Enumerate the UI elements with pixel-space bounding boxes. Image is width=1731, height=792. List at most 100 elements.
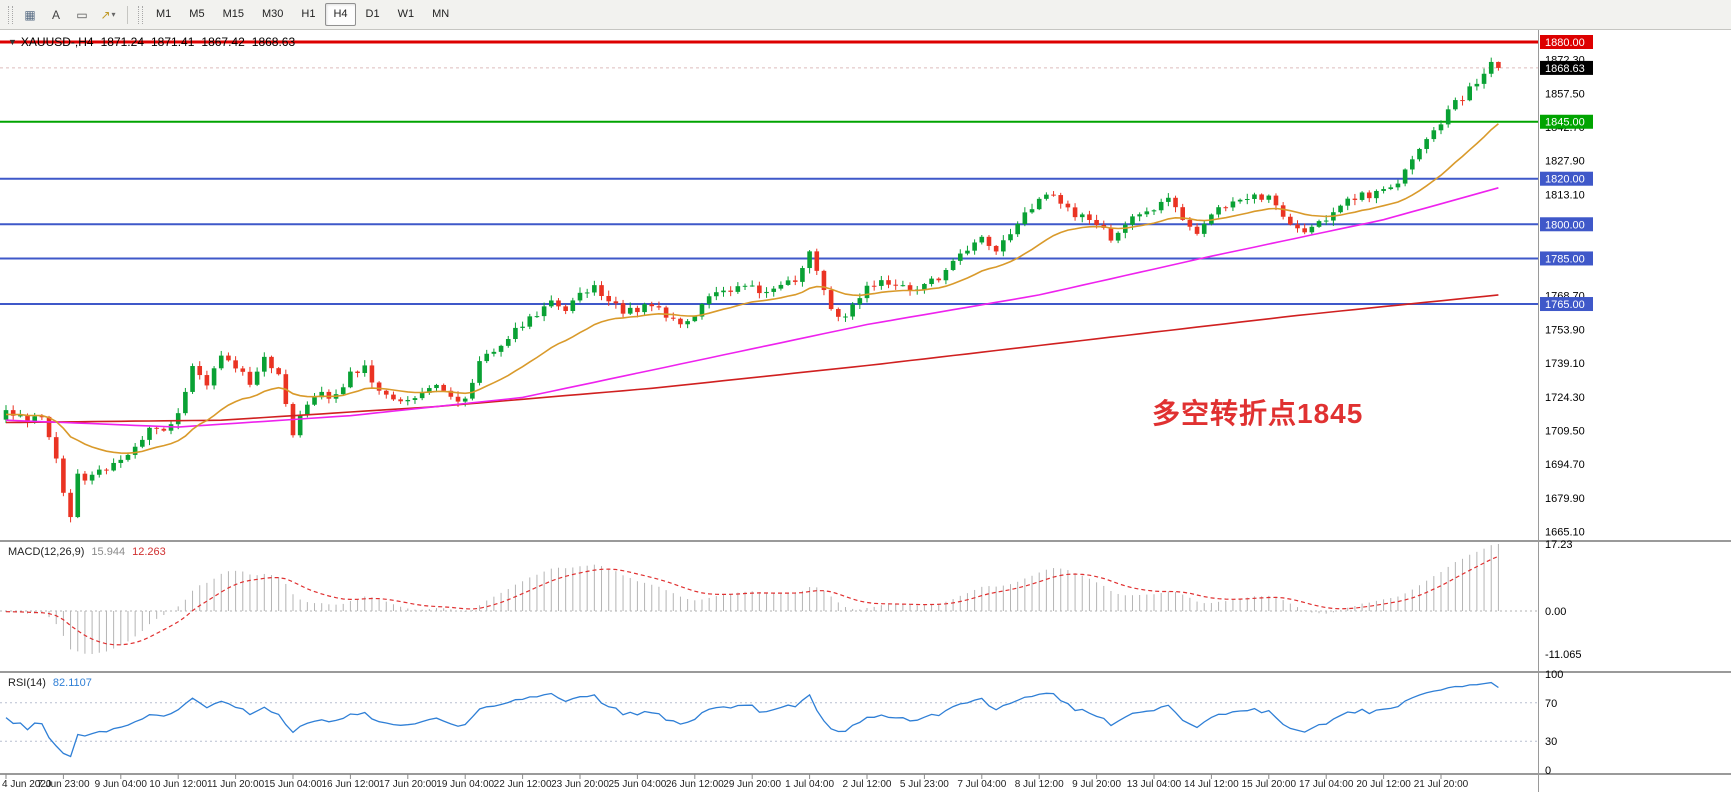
price-tick-label: 1813.10 bbox=[1545, 189, 1585, 201]
toolbar-grip-2[interactable] bbox=[138, 5, 143, 24]
level-badge-1765.00: 1765.00 bbox=[1540, 297, 1593, 312]
time-tick-label: 10 Jun 12:00 bbox=[149, 779, 207, 790]
chart-text-annotation[interactable]: 多空转折点1845 bbox=[1152, 398, 1364, 429]
rsi-value: 82.1107 bbox=[52, 677, 92, 689]
timeframe-button-d1[interactable]: D1 bbox=[365, 8, 380, 20]
indicators-arrow-icon[interactable]: ↗ ▾ bbox=[100, 7, 116, 22]
time-tick-label: 11 Jun 20:00 bbox=[207, 779, 265, 790]
time-tick-label: 21 Jul 20:00 bbox=[1414, 779, 1469, 790]
price-tick-label: 1694.70 bbox=[1545, 459, 1585, 471]
level-badge-1785.00: 1785.00 bbox=[1540, 251, 1593, 266]
ohlc-open: 1871.24 bbox=[100, 35, 144, 49]
symbol-period-label: XAUUSD-,H4 bbox=[20, 35, 94, 49]
rsi-axis[interactable]: 100 70 30 0 bbox=[1545, 669, 1563, 777]
price-tick-label: 1753.90 bbox=[1545, 324, 1585, 336]
svg-text:1880.00: 1880.00 bbox=[1545, 37, 1585, 49]
rsi-name: RSI(14) bbox=[8, 677, 46, 689]
price-tick-label: 1709.50 bbox=[1545, 425, 1585, 437]
time-tick-label: 25 Jun 04:00 bbox=[608, 779, 666, 790]
price-tick-label: 1724.30 bbox=[1545, 392, 1585, 404]
level-badge-1845.00: 1845.00 bbox=[1540, 114, 1593, 129]
level-badge-1800.00: 1800.00 bbox=[1540, 217, 1593, 232]
text-tool-icon[interactable]: A bbox=[51, 7, 60, 22]
svg-text:1845.00: 1845.00 bbox=[1545, 117, 1585, 129]
price-tick-label: 1679.90 bbox=[1545, 493, 1585, 505]
chart-window-icon[interactable]: ▦ bbox=[24, 7, 36, 22]
price-tick-label: 1739.10 bbox=[1545, 358, 1585, 370]
macd-scale-label: 17.23 bbox=[1545, 539, 1573, 551]
chart-shift-icon[interactable]: ▭ bbox=[76, 7, 88, 22]
timeframe-button-m15[interactable]: M15 bbox=[222, 8, 244, 20]
timeframe-button-h4[interactable]: H4 bbox=[325, 3, 356, 26]
time-tick-label: 1 Jul 04:00 bbox=[785, 779, 834, 790]
svg-text:1868.63: 1868.63 bbox=[1545, 63, 1585, 75]
price-tick-label: 1857.50 bbox=[1545, 88, 1585, 100]
time-tick-label: 15 Jul 20:00 bbox=[1242, 779, 1297, 790]
indicator-dropdown-caret-icon[interactable]: ▾ bbox=[111, 10, 116, 19]
time-tick-label: 7 Jul 04:00 bbox=[957, 779, 1006, 790]
panel-separators bbox=[0, 30, 1731, 792]
macd-signal-value: 12.263 bbox=[132, 546, 166, 558]
timeframe-button-m5[interactable]: M5 bbox=[189, 8, 205, 20]
macd-indicator-label: MACD(12,26,9) 15.944 12.263 bbox=[8, 546, 166, 558]
time-tick-label: 29 Jun 20:00 bbox=[723, 779, 781, 790]
ma-slow-line bbox=[5, 294, 1499, 424]
drawing-tools-group: ▦ A ▭ ↗ ▾ bbox=[17, 3, 121, 27]
price-tick-label: 1827.90 bbox=[1545, 156, 1585, 168]
chart-symbol-title: ▼ XAUUSD-,H4 1871.24 1871.41 1867.42 1868.63 bbox=[8, 35, 295, 49]
macd-axis[interactable]: 17.23 0.00 -11.065 bbox=[1545, 539, 1582, 661]
svg-text:1765.00: 1765.00 bbox=[1545, 299, 1585, 311]
time-tick-label: 26 Jun 12:00 bbox=[666, 779, 724, 790]
collapse-triangle-icon[interactable]: ▼ bbox=[8, 37, 17, 47]
toolbar-separator bbox=[127, 5, 128, 24]
rsi-scale-label: 70 bbox=[1545, 698, 1557, 710]
macd-main-value: 15.944 bbox=[91, 546, 126, 558]
candlestick-series[interactable] bbox=[3, 57, 1501, 523]
ohlc-high: 1871.41 bbox=[151, 35, 195, 49]
macd-signal-line bbox=[5, 555, 1499, 646]
time-tick-label: 9 Jul 20:00 bbox=[1072, 779, 1121, 790]
rsi-level-lines bbox=[0, 702, 1538, 742]
current-price-badge: 1868.63 bbox=[1540, 60, 1593, 75]
timeframe-buttons-group: M1 M5 M15 M30 H1 H4 D1 W1 MN bbox=[147, 3, 458, 26]
svg-text:1800.00: 1800.00 bbox=[1545, 219, 1585, 231]
rsi-scale-label: 0 bbox=[1545, 765, 1551, 777]
time-tick-label: 23 Jun 20:00 bbox=[551, 779, 609, 790]
time-tick-label: 19 Jun 04:00 bbox=[436, 779, 494, 790]
time-tick-label: 22 Jun 12:00 bbox=[494, 779, 552, 790]
time-tick-label: 2 Jul 12:00 bbox=[843, 779, 892, 790]
rsi-scale-label: 100 bbox=[1545, 669, 1563, 681]
timeframe-button-m1[interactable]: M1 bbox=[156, 8, 172, 20]
timeframe-button-w1[interactable]: W1 bbox=[397, 8, 415, 20]
time-tick-label: 20 Jul 12:00 bbox=[1356, 779, 1411, 790]
macd-scale-label: -11.065 bbox=[1545, 649, 1582, 661]
rsi-line bbox=[5, 681, 1499, 758]
svg-text:1820.00: 1820.00 bbox=[1545, 174, 1585, 186]
toolbar-grip[interactable] bbox=[8, 5, 13, 24]
price-tick-label: 1665.10 bbox=[1545, 527, 1585, 539]
ma-fast-line bbox=[5, 123, 1499, 455]
rsi-scale-label: 30 bbox=[1545, 736, 1557, 748]
timeframe-button-h1[interactable]: H1 bbox=[301, 8, 316, 20]
level-badge-1820.00: 1820.00 bbox=[1540, 171, 1593, 186]
macd-histogram bbox=[5, 544, 1499, 654]
ohlc-low: 1867.42 bbox=[201, 35, 245, 49]
svg-text:1785.00: 1785.00 bbox=[1545, 253, 1585, 265]
time-tick-label: 5 Jul 23:00 bbox=[900, 779, 949, 790]
time-tick-label: 17 Jun 20:00 bbox=[379, 779, 437, 790]
timeframe-button-mn[interactable]: MN bbox=[432, 8, 450, 20]
time-tick-label: 15 Jun 04:00 bbox=[264, 779, 322, 790]
time-tick-label: 17 Jul 04:00 bbox=[1299, 779, 1354, 790]
rsi-indicator-label: RSI(14) 82.1107 bbox=[8, 677, 92, 689]
time-tick-label: 9 Jun 04:00 bbox=[95, 779, 148, 790]
time-tick-label: 8 Jul 12:00 bbox=[1015, 779, 1064, 790]
time-tick-label: 13 Jul 04:00 bbox=[1127, 779, 1182, 790]
macd-scale-label: 0.00 bbox=[1545, 606, 1566, 618]
level-badge-1880.00: 1880.00 bbox=[1540, 35, 1593, 49]
ma-mid-line bbox=[5, 187, 1499, 428]
top-toolbar: ▦ A ▭ ↗ ▾ M1 M5 M15 M30 H1 H4 D1 W1 MN bbox=[0, 0, 1731, 30]
time-tick-label: 4 Jun 2020 bbox=[2, 779, 52, 790]
timeframe-button-m30[interactable]: M30 bbox=[261, 8, 284, 20]
